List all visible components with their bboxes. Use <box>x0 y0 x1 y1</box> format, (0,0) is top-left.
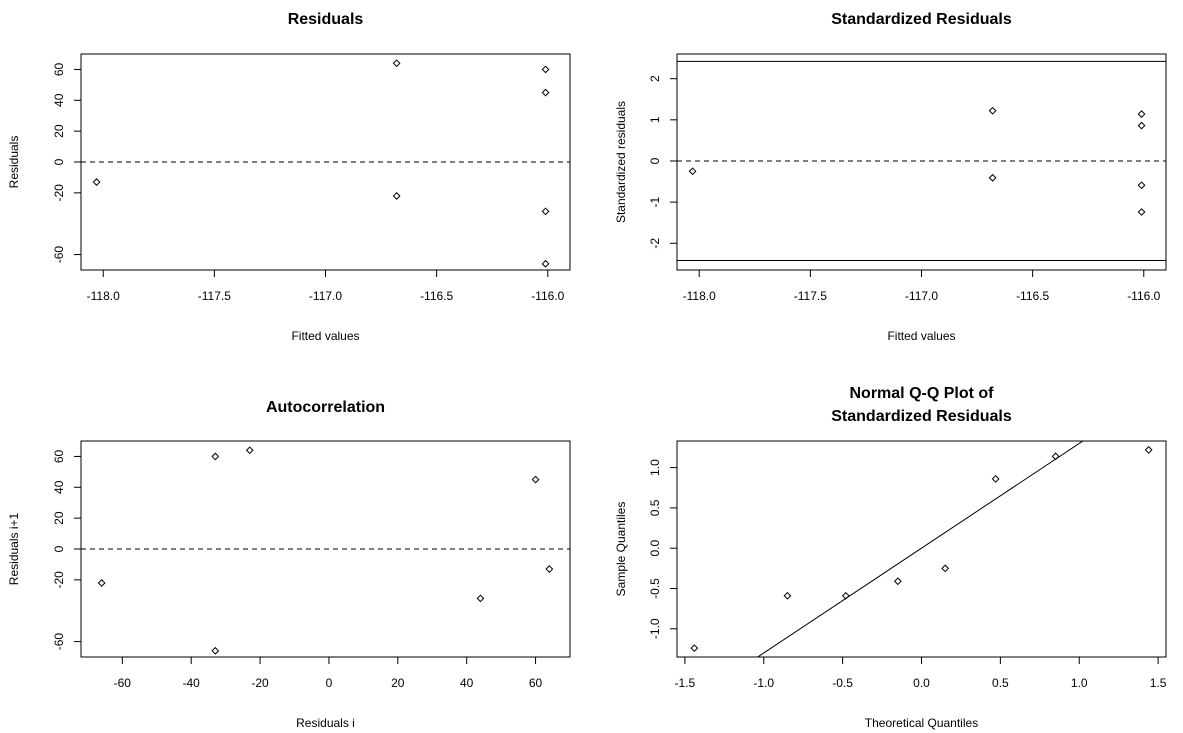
data-point <box>392 59 401 68</box>
y-tick-label: -60 <box>52 246 66 264</box>
x-tick-label: -116.0 <box>1127 289 1160 303</box>
data-point <box>1137 110 1146 118</box>
y-tick-label: 60 <box>52 62 66 76</box>
y-tick-label: 0 <box>52 545 66 552</box>
plot-frame <box>676 53 1167 271</box>
y-tick-label: 60 <box>52 449 66 463</box>
x-tick-label: 0 <box>326 676 333 690</box>
x-tick-label: -1.5 <box>675 676 696 690</box>
x-tick-label: -1.0 <box>753 676 774 690</box>
x-tick-label: -40 <box>183 676 201 690</box>
qq-reference-line <box>756 441 1084 657</box>
x-tick-label: -117.0 <box>905 289 938 303</box>
panel-2: Standardized Residuals -118.0 -117.5 -117.0… <box>614 11 1167 343</box>
x-axis-label: Residuals i <box>296 716 355 730</box>
x-tick-label: -0.5 <box>832 676 853 690</box>
y-tick-label: -2 <box>648 238 662 249</box>
y-tick-label: 20 <box>52 124 66 138</box>
data-point <box>541 259 550 268</box>
y-tick-label: 40 <box>52 480 66 494</box>
y-tick-label: 20 <box>52 511 66 525</box>
y-axis-label: Sample Quantiles <box>614 502 628 597</box>
plot-frame <box>676 440 1167 658</box>
data-point <box>941 564 950 573</box>
data-point <box>541 207 550 216</box>
y-tick-label: 1 <box>648 116 662 123</box>
x-tick-label: -117.5 <box>794 289 827 303</box>
data-point <box>1144 445 1153 454</box>
x-tick-label: -60 <box>114 676 132 690</box>
y-tick-label: 0 <box>52 158 66 165</box>
data-point <box>211 646 220 655</box>
data-point <box>531 475 540 484</box>
data-point <box>545 565 554 573</box>
x-tick-label: -116.0 <box>531 289 564 303</box>
data-point <box>92 178 101 186</box>
data-point <box>690 644 699 653</box>
y-tick-label: -60 <box>52 633 66 651</box>
x-axis-label: Fitted values <box>887 329 955 343</box>
y-tick-label: 40 <box>52 93 66 107</box>
y-axis-label: Residuals <box>7 136 21 189</box>
chart-title: Normal Q-Q Plot of <box>850 385 995 402</box>
x-tick-label: 1.5 <box>1150 676 1167 690</box>
y-axis-label: Residuals i+1 <box>7 512 21 585</box>
data-point <box>688 167 697 176</box>
y-tick-label: -20 <box>52 184 66 202</box>
y-tick-label: 0 <box>648 157 662 164</box>
x-tick-label: 20 <box>391 676 405 690</box>
data-point <box>841 591 850 600</box>
y-tick-label: 0.0 <box>648 540 662 557</box>
y-tick-label: -1.0 <box>648 618 662 639</box>
x-axis-label: Theoretical Quantiles <box>865 716 978 730</box>
data-point <box>893 577 902 586</box>
y-tick-label: -1 <box>648 196 662 207</box>
data-point <box>541 65 550 74</box>
data-point <box>783 591 792 600</box>
y-tick-label: 0.5 <box>648 499 662 516</box>
x-tick-label: -116.5 <box>1016 289 1049 303</box>
chart-title: Residuals <box>288 11 364 28</box>
x-tick-label: -117.5 <box>198 289 231 303</box>
data-point <box>1137 121 1146 130</box>
data-point <box>991 474 1000 483</box>
data-point <box>392 192 401 200</box>
x-tick-label: 1.0 <box>1071 676 1088 690</box>
chart-title: Standardized Residuals <box>831 408 1012 425</box>
x-tick-label: 0.0 <box>913 676 930 690</box>
x-tick-label: -118.0 <box>87 289 120 303</box>
x-axis-label: Fitted values <box>291 329 359 343</box>
x-tick-label: 60 <box>529 676 543 690</box>
y-tick-label: 2 <box>648 75 662 82</box>
chart-title: Autocorrelation <box>266 399 385 416</box>
data-point <box>988 106 997 115</box>
x-tick-label: 40 <box>460 676 474 690</box>
data-point <box>541 88 550 97</box>
x-tick-label: -117.0 <box>309 289 342 303</box>
y-tick-label: 1.0 <box>648 459 662 476</box>
data-point <box>476 594 485 603</box>
panel-1: Residuals -118.0 -117.5 -117.0 -116.5 -116.0 -… <box>7 11 571 343</box>
data-point <box>211 452 220 461</box>
data-point <box>1051 452 1060 461</box>
data-point <box>1137 181 1146 190</box>
data-point <box>97 579 106 587</box>
chart-title: Standardized Residuals <box>831 11 1012 28</box>
y-tick-label: -0.5 <box>648 578 662 599</box>
x-tick-label: -116.5 <box>420 289 453 303</box>
x-tick-label: -20 <box>251 676 269 690</box>
data-point <box>988 173 997 182</box>
y-axis-label: Standardized residuals <box>614 101 628 223</box>
x-tick-label: 0.5 <box>992 676 1009 690</box>
data-point <box>1137 208 1146 216</box>
panel-4: Normal Q-Q Plot of Standardized Residuals… <box>614 385 1167 730</box>
y-tick-label: -20 <box>52 571 66 589</box>
x-tick-label: -118.0 <box>683 289 716 303</box>
panel-3: Autocorrelation -60 -40 -20 0 20 40 60 -60 -20 0 20… <box>7 399 571 730</box>
data-point <box>245 446 254 455</box>
